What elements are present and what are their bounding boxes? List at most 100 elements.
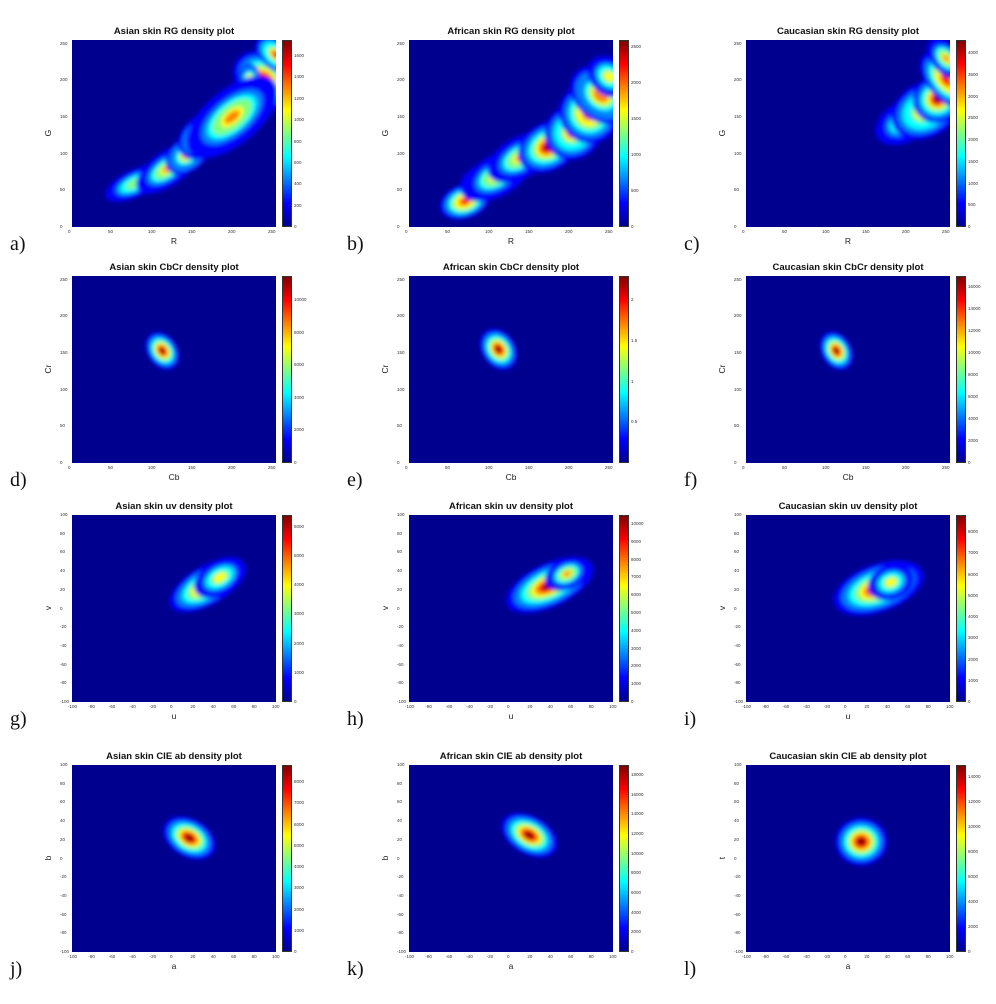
heatmap-plot (72, 765, 276, 952)
x-tick-label: -60 (782, 704, 790, 709)
x-tick-label: -100 (405, 704, 415, 709)
heatmap-svg (835, 818, 888, 866)
colorbar-tick-label: 8000 (968, 849, 979, 855)
colorbar (282, 515, 292, 702)
x-tick-label: 80 (925, 704, 931, 709)
colorbar-tick-label: 4000 (631, 909, 642, 915)
y-tick-label: 20 (60, 586, 66, 592)
density-contour (942, 54, 950, 62)
colorbar-tick-label: 400 (294, 181, 302, 187)
x-tick-label: 40 (210, 704, 216, 709)
heatmap-plot (746, 276, 950, 463)
colorbar-tick-label: 5000 (294, 552, 305, 558)
y-tick-label: 50 (60, 423, 66, 429)
colorbar-tick-label: 16000 (968, 284, 981, 289)
y-tick-label: 20 (397, 586, 403, 592)
y-tick-label: 150 (397, 350, 405, 355)
panel-letter: l) (684, 958, 697, 980)
y-tick-label: -100 (734, 949, 744, 954)
y-tick-label: 250 (397, 40, 405, 46)
colorbar-tick-label: 2000 (968, 438, 979, 443)
y-tick-label: -40 (397, 642, 404, 648)
heatmap-plot (409, 40, 613, 227)
x-tick-label: 100 (822, 229, 830, 234)
x-axis-label: u (171, 711, 177, 721)
colorbar-tick-label: 4000 (294, 582, 305, 588)
colorbar-tick-label: 2000 (968, 656, 979, 662)
y-tick-label: 150 (734, 114, 742, 119)
colorbar-tick-label: 0.5 (631, 419, 638, 425)
x-tick-label: 250 (942, 465, 950, 470)
x-tick-label: -80 (762, 704, 769, 709)
colorbar-tick-label: 5000 (631, 609, 642, 615)
colorbar-tick-label: 1500 (631, 116, 642, 122)
x-tick-label: 0 (507, 954, 510, 959)
x-tick-label: -60 (782, 954, 790, 959)
heatmap-svg (875, 40, 950, 145)
colorbar-tick-label: 2000 (631, 663, 642, 669)
x-axis-label: Cb (168, 472, 180, 482)
colorbar-tick-label: 0 (968, 460, 971, 465)
density-contour (495, 345, 502, 353)
y-tick-label: 0 (734, 224, 737, 229)
y-tick-label: 0 (60, 460, 63, 465)
colorbar-tick-label: 2500 (631, 44, 642, 50)
panel-letter: e) (347, 469, 363, 491)
colorbar-tick-label: 4000 (294, 864, 305, 869)
colorbar-tick-label: 6000 (294, 821, 305, 827)
chart-title: Asian skin RG density plot (113, 26, 235, 37)
x-tick-label: 80 (251, 954, 257, 959)
x-tick-label: -80 (88, 954, 95, 959)
x-axis-label: a (508, 961, 514, 971)
y-tick-label: -80 (734, 930, 741, 936)
x-tick-label: 250 (605, 465, 613, 470)
chart-title: Caucasian skin CIE ab density plot (769, 751, 927, 762)
y-tick-label: 60 (734, 799, 740, 805)
x-tick-label: 50 (108, 465, 114, 470)
x-tick-label: -20 (149, 954, 157, 959)
x-tick-label: 0 (405, 465, 408, 470)
x-tick-label: 20 (527, 954, 533, 959)
x-tick-label: 20 (864, 704, 870, 709)
heatmap-plot (746, 40, 950, 227)
heatmap-svg (501, 812, 558, 858)
colorbar-tick-label: 600 (294, 159, 302, 165)
heatmap-svg (105, 40, 276, 202)
y-tick-label: 150 (60, 350, 68, 355)
x-tick-label: 60 (905, 704, 911, 709)
chart-title: Caucasian skin CbCr density plot (772, 262, 924, 273)
y-tick-label: 250 (734, 276, 742, 282)
y-tick-label: 0 (60, 224, 63, 229)
y-tick-label: -60 (397, 911, 404, 917)
x-tick-label: 0 (507, 704, 510, 709)
colorbar-tick-label: 500 (968, 202, 976, 208)
y-tick-label: -40 (397, 892, 404, 898)
x-tick-label: -40 (129, 704, 136, 709)
colorbar-tick-label: 4000 (294, 394, 305, 400)
colorbar-tick-label: 10000 (631, 850, 644, 856)
chart-title: Caucasian skin RG density plot (776, 26, 919, 37)
colorbar-tick-label: 3500 (968, 71, 979, 77)
x-tick-label: 150 (862, 465, 870, 470)
colorbar-tick-label: 800 (294, 138, 302, 144)
y-tick-label: 0 (734, 460, 737, 465)
heatmap-plot (409, 515, 613, 702)
y-tick-label: 200 (60, 313, 68, 319)
x-tick-label: -100 (405, 954, 415, 959)
x-tick-label: 150 (525, 229, 533, 234)
y-tick-label: -40 (60, 892, 67, 898)
x-tick-label: 50 (108, 229, 114, 234)
y-tick-label: 0 (397, 460, 400, 465)
x-tick-label: 250 (605, 229, 613, 234)
y-tick-label: 20 (60, 836, 66, 842)
y-tick-label: 250 (734, 40, 742, 46)
y-tick-label: 0 (734, 605, 737, 611)
colorbar-tick-label: 0 (968, 949, 971, 954)
y-tick-label: -40 (734, 642, 741, 648)
heatmap-plot (72, 40, 276, 227)
colorbar-tick-label: 2000 (294, 640, 305, 646)
y-axis-label: v (43, 605, 53, 610)
y-tick-label: 100 (60, 762, 68, 767)
y-tick-label: 100 (60, 150, 68, 156)
y-tick-label: 250 (60, 40, 68, 46)
